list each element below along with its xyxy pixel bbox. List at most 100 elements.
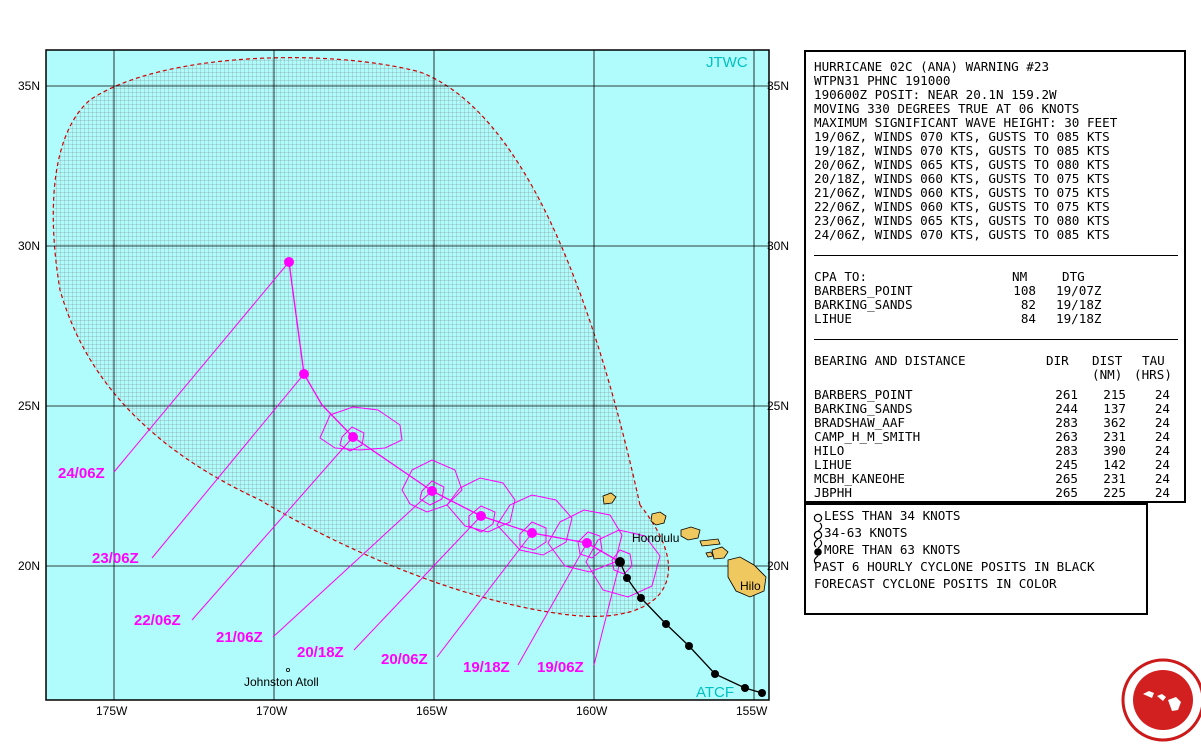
honolulu-label: Honolulu bbox=[632, 531, 679, 545]
legend-line: MORE THAN 63 KNOTS bbox=[824, 542, 961, 557]
hawaiian-islands bbox=[602, 492, 767, 598]
bearing-dir: 245 bbox=[1055, 457, 1078, 472]
warning-panel: HURRICANE 02C (ANA) WARNING #23 WTPN31 P… bbox=[804, 50, 1186, 503]
island-niihau bbox=[602, 492, 617, 505]
bearing-subheader-hrs: (HRS) bbox=[1134, 367, 1172, 382]
lon-label: 160W bbox=[576, 704, 608, 718]
bearing-dist: 137 bbox=[1103, 401, 1126, 416]
bearing-tau: 24 bbox=[1154, 485, 1170, 500]
less-than-34-icon bbox=[813, 513, 823, 523]
bearing-tau: 24 bbox=[1154, 443, 1170, 458]
johnston-atoll-label: Johnston Atoll bbox=[244, 675, 319, 689]
cpa-header-nm: NM bbox=[1012, 269, 1028, 284]
cpa-name: BARBERS_POINT bbox=[814, 283, 913, 298]
warning-line: 20/18Z, WINDS 060 KTS, GUSTS TO 075 KTS bbox=[814, 171, 1110, 186]
lon-label: 165W bbox=[416, 704, 448, 718]
cpa-name: LIHUE bbox=[814, 311, 852, 326]
forecast-tag: 20/06Z bbox=[381, 651, 428, 668]
bearing-header: BEARING AND DISTANCE bbox=[814, 353, 966, 368]
lat-label-left: 20N bbox=[18, 559, 40, 573]
hilo-label: Hilo bbox=[740, 579, 761, 593]
warning-line: 22/06Z, WINDS 060 KTS, GUSTS TO 075 KTS bbox=[814, 199, 1110, 214]
legend-panel: LESS THAN 34 KNOTS 34-63 KNOTS MORE THAN… bbox=[804, 503, 1148, 615]
jtwc-label: JTWC bbox=[706, 54, 748, 71]
cpa-header: CPA TO: bbox=[814, 269, 868, 284]
bearing-name: BRADSHAW_AAF bbox=[814, 415, 905, 430]
graticule bbox=[46, 50, 769, 700]
forecast-tag: 21/06Z bbox=[216, 629, 263, 646]
bearing-tau: 24 bbox=[1154, 415, 1170, 430]
warning-line: MAXIMUM SIGNIFICANT WAVE HEIGHT: 30 FEET bbox=[814, 115, 1118, 130]
forecast-tag: 23/06Z bbox=[92, 550, 139, 567]
lat-label-right: 30N bbox=[767, 239, 789, 253]
bearing-header-tau: TAU bbox=[1142, 353, 1165, 368]
bearing-dist: 231 bbox=[1103, 471, 1126, 486]
legend-line: PAST 6 HOURLY CYCLONE POSITS IN BLACK bbox=[814, 559, 1095, 574]
island-maui bbox=[711, 546, 729, 560]
legend-symbols bbox=[813, 513, 823, 565]
warning-line: 19/06Z, WINDS 070 KTS, GUSTS TO 085 KTS bbox=[814, 129, 1110, 144]
bearing-name: JBPHH bbox=[814, 485, 852, 500]
cpa-dtg: 19/18Z bbox=[1056, 311, 1102, 326]
lat-label-right: 25N bbox=[767, 399, 789, 413]
warning-line: WTPN31 PHNC 191000 bbox=[814, 73, 951, 88]
bearing-dir: 283 bbox=[1055, 443, 1078, 458]
legend-line: 34-63 KNOTS bbox=[824, 525, 908, 540]
legend-line: FORECAST CYCLONE POSITS IN COLOR bbox=[814, 576, 1057, 591]
bearing-name: LIHUE bbox=[814, 457, 852, 472]
warning-title: HURRICANE 02C (ANA) WARNING #23 bbox=[814, 59, 1050, 74]
warning-line: 21/06Z, WINDS 060 KTS, GUSTS TO 075 KTS bbox=[814, 185, 1110, 200]
bearing-dir: 265 bbox=[1055, 485, 1078, 500]
bearing-header-dir: DIR bbox=[1046, 353, 1069, 368]
bearing-dir: 283 bbox=[1055, 415, 1078, 430]
bearing-tau: 24 bbox=[1154, 457, 1170, 472]
bearing-tau: 24 bbox=[1154, 429, 1170, 444]
lon-label: 175W bbox=[96, 704, 128, 718]
bearing-dist: 215 bbox=[1103, 387, 1126, 402]
jtwc-logo bbox=[1121, 658, 1201, 742]
divider bbox=[814, 339, 1178, 340]
bearing-name: BARKING_SANDS bbox=[814, 401, 913, 416]
more-than-63-icon bbox=[813, 539, 823, 565]
bearing-dir: 261 bbox=[1055, 387, 1078, 402]
bearing-subheader-nm: (NM) bbox=[1092, 367, 1123, 382]
bearing-dir: 263 bbox=[1055, 429, 1078, 444]
forecast-tag: 19/18Z bbox=[463, 659, 510, 676]
cpa-nm: 84 bbox=[1020, 311, 1036, 326]
forecast-leaders bbox=[113, 261, 621, 666]
bearing-dir: 244 bbox=[1055, 401, 1078, 416]
johnston-atoll-marker bbox=[285, 668, 290, 673]
bearing-name: MCBH_KANEOHE bbox=[814, 471, 905, 486]
forecast-tag: 22/06Z bbox=[134, 612, 181, 629]
bearing-name: HILO bbox=[814, 443, 845, 458]
cpa-nm: 108 bbox=[1013, 283, 1036, 298]
island-kauai bbox=[650, 511, 667, 526]
bearing-header-dist: DIST bbox=[1092, 353, 1123, 368]
past-positions bbox=[623, 574, 766, 697]
forecast-cone bbox=[52, 57, 670, 617]
forecast-tag: 19/06Z bbox=[537, 659, 584, 676]
bearing-name: BARBERS_POINT bbox=[814, 387, 913, 402]
warning-line: 190600Z POSIT: NEAR 20.1N 159.2W bbox=[814, 87, 1057, 102]
island-oahu bbox=[680, 526, 701, 541]
cpa-nm: 82 bbox=[1020, 297, 1036, 312]
lat-label-right: 35N bbox=[767, 79, 789, 93]
atcf-label: ATCF bbox=[696, 684, 734, 701]
bearing-dist: 362 bbox=[1103, 415, 1126, 430]
divider bbox=[814, 255, 1178, 256]
forecast-tag: 24/06Z bbox=[58, 465, 105, 482]
bearing-dist: 142 bbox=[1103, 457, 1126, 472]
cpa-dtg: 19/07Z bbox=[1056, 283, 1102, 298]
cpa-header-dtg: DTG bbox=[1062, 269, 1085, 284]
cpa-name: BARKING_SANDS bbox=[814, 297, 913, 312]
bearing-tau: 24 bbox=[1154, 471, 1170, 486]
bearing-dist: 231 bbox=[1103, 429, 1126, 444]
past-track bbox=[619, 561, 763, 694]
bearing-name: CAMP_H_M_SMITH bbox=[814, 429, 921, 444]
lon-label: 155W bbox=[736, 704, 768, 718]
lon-label: 170W bbox=[256, 704, 288, 718]
34-63-knots-icon bbox=[813, 522, 823, 548]
legend-line: LESS THAN 34 KNOTS bbox=[824, 508, 961, 523]
warning-line: 20/06Z, WINDS 065 KTS, GUSTS TO 080 KTS bbox=[814, 157, 1110, 172]
